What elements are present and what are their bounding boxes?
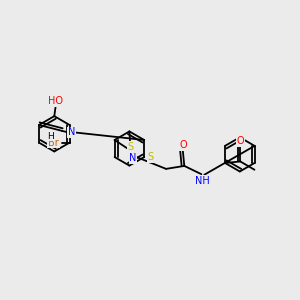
Text: O: O [236,136,244,146]
Text: NH: NH [196,176,210,186]
Text: S: S [128,142,134,152]
Text: S: S [147,152,154,162]
Text: N: N [129,153,137,163]
Text: Br: Br [48,138,59,148]
Text: H: H [47,132,54,141]
Text: N: N [68,127,75,137]
Text: O: O [179,140,187,150]
Text: HO: HO [48,96,63,106]
